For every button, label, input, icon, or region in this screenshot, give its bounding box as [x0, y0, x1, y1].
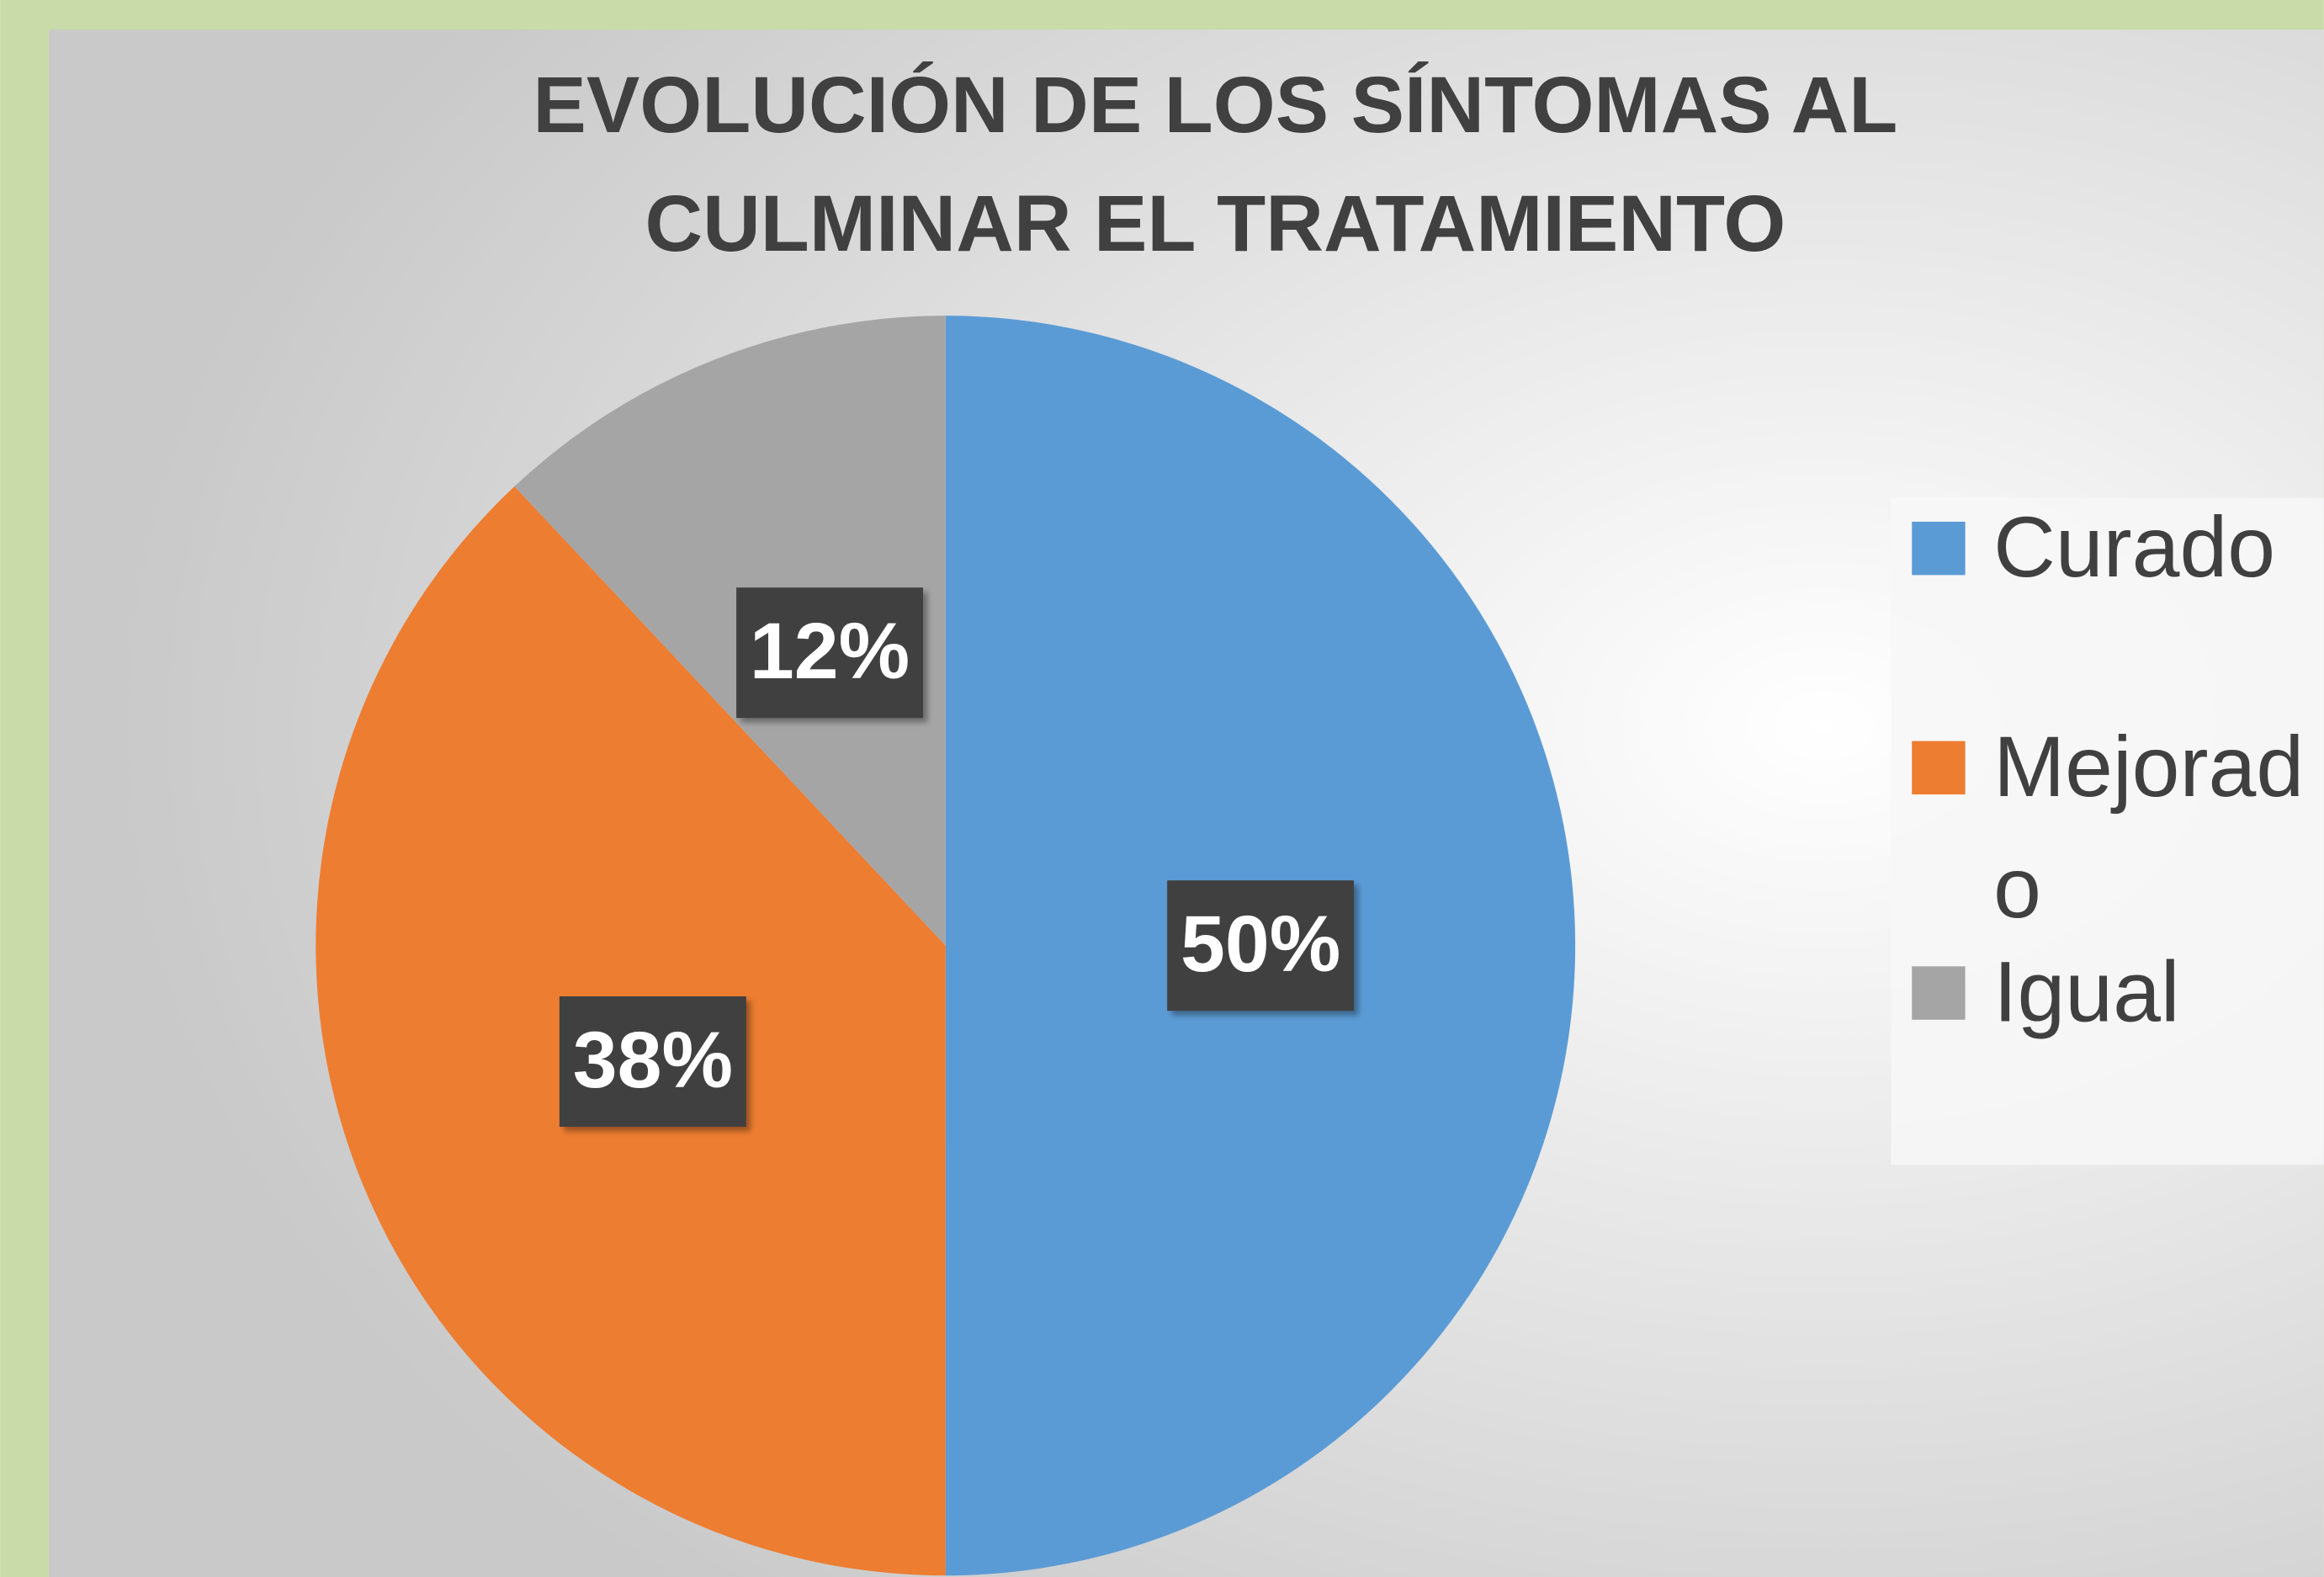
- legend-swatch: [1912, 521, 1966, 576]
- chart-title-text: EVOLUCIÓN DE LOS SÍNTOMAS AL CULMINAR EL …: [533, 61, 1897, 268]
- chart-title: EVOLUCIÓN DE LOS SÍNTOMAS AL CULMINAR EL …: [533, 61, 1897, 268]
- data-label: 50%: [1181, 900, 1340, 989]
- legend-label: Igual: [1993, 943, 2180, 1041]
- legend-entry: Igual: [1993, 943, 2180, 1041]
- legend-swatch: [1912, 966, 1966, 1020]
- legend-label: Curado: [1993, 499, 2276, 597]
- data-label-box: [559, 996, 746, 1127]
- data-label: 12%: [750, 607, 910, 696]
- legend-entry: Mejorado: [1993, 719, 2305, 937]
- data-label-box: [1167, 880, 1355, 1012]
- legend-entry: Curado: [1993, 499, 2276, 597]
- legend-swatch: [1912, 741, 1966, 795]
- legend-label: Mejorado: [1993, 719, 2305, 937]
- legend-box: [1891, 497, 2324, 1165]
- data-label-box: [736, 587, 924, 719]
- pie-slice: [514, 316, 946, 946]
- data-label: 38%: [573, 1016, 733, 1105]
